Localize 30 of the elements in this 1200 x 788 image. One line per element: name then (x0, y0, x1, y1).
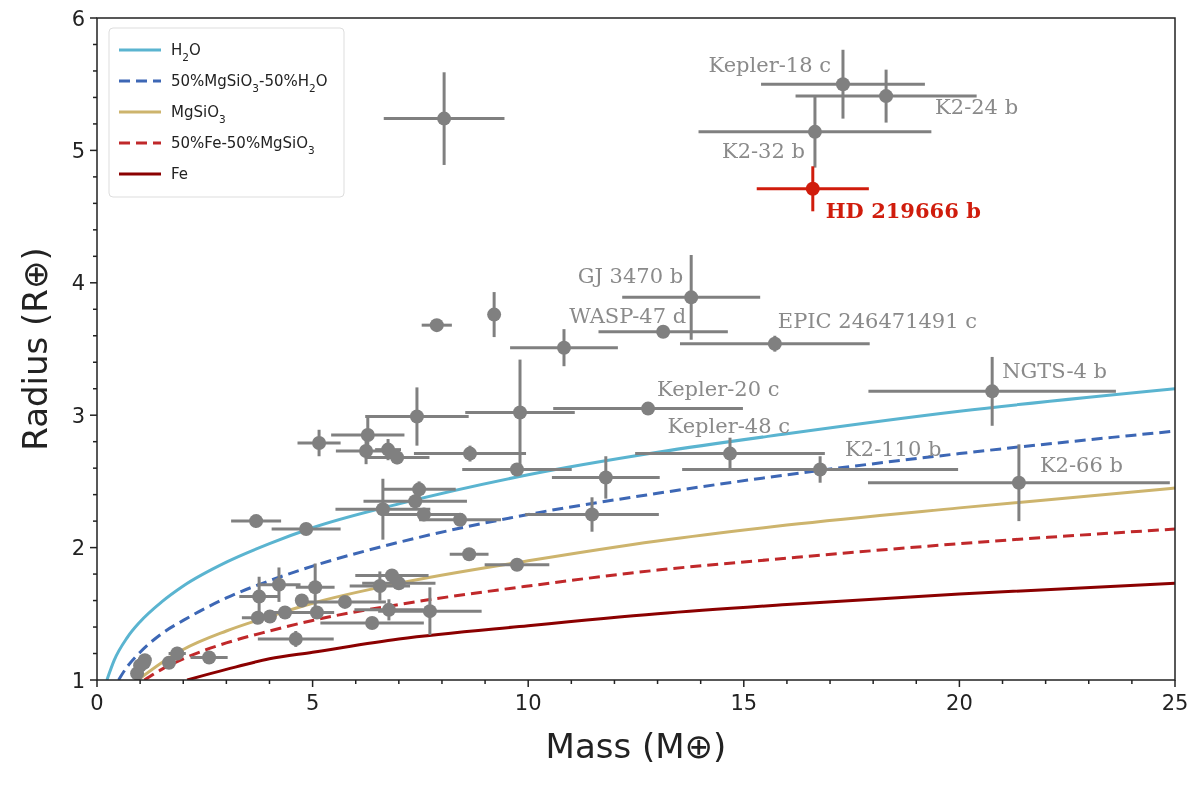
series-label: HD 219666 b (825, 197, 981, 223)
y-tick-label: 1 (71, 668, 85, 693)
annotation: WASP-47 d (569, 303, 687, 328)
y-tick-label: 3 (71, 403, 85, 428)
annotation: NGTS-4 b (1002, 359, 1108, 384)
y-tick-label: 4 (71, 271, 85, 296)
x-tick-label: 5 (305, 691, 320, 715)
x-tick-label: 15 (730, 691, 758, 715)
x-tick-label: 20 (946, 691, 973, 715)
x-tick-label: 0 (90, 691, 104, 715)
annotation: Kepler-18 c (708, 53, 831, 78)
legend-label: Fe (171, 165, 189, 184)
y-tick-label: 2 (71, 536, 85, 561)
legend-label: 50%Fe-50%MgSiO$_{3}$ (171, 134, 315, 157)
annotation: K2-32 b (721, 138, 805, 163)
annotation: EPIC 246471491 c (777, 308, 978, 333)
annotation: K2-24 b (935, 95, 1019, 120)
x-tick-label: 10 (514, 691, 542, 715)
legend-label: MgSiO$_{3}$ (171, 103, 226, 126)
annotation: Kepler-48 c (667, 413, 790, 438)
x-axis-title: Mass (M⊕) (545, 726, 727, 766)
annotation: Kepler-20 c (657, 376, 780, 401)
legend-label: 50%MgSiO$_{3}$-50%H$_{2}$O (171, 72, 328, 95)
y-tick-label: 6 (71, 6, 85, 31)
legend-label: H$_{2}$O (171, 41, 201, 64)
annotation: GJ 3470 b (577, 264, 684, 289)
y-axis-title: Radius (R⊕) (15, 247, 55, 451)
annotation: K2-66 b (1039, 452, 1123, 477)
x-tick-label: 25 (1161, 691, 1189, 715)
y-tick-label: 5 (71, 138, 85, 163)
